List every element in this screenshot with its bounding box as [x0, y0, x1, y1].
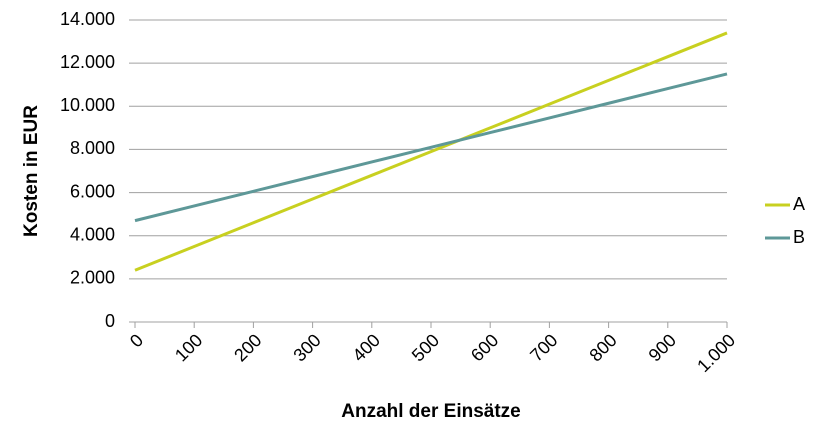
y-tick-label: 12.000: [60, 52, 115, 72]
y-tick-label: 10.000: [60, 95, 115, 115]
y-tick-label: 8.000: [70, 138, 115, 158]
y-tick-label: 4.000: [70, 224, 115, 244]
x-axis-title: Anzahl der Einsätze: [341, 401, 521, 422]
y-tick-label: 6.000: [70, 181, 115, 201]
x-tick-label: 400: [349, 330, 384, 365]
x-tick-label: 500: [408, 330, 443, 365]
y-tick-label: 14.000: [60, 9, 115, 29]
x-tick-label: 200: [230, 330, 265, 365]
y-axis-title: Kosten in EUR: [21, 105, 42, 237]
x-tick-label: 900: [645, 330, 680, 365]
x-tick-label: 600: [467, 330, 502, 365]
x-tick-label: 800: [585, 330, 620, 365]
y-tick-label: 2.000: [70, 268, 115, 288]
x-tick-label: 0: [126, 330, 147, 351]
x-tick-label: 300: [289, 330, 324, 365]
x-tick-label: 700: [526, 330, 561, 365]
x-tick-label: 100: [171, 330, 206, 365]
legend-label: A: [793, 194, 805, 214]
series-line: [134, 31, 728, 272]
legend-label: B: [793, 227, 805, 247]
series-line: [134, 72, 728, 223]
x-tick-label: 1.000: [693, 330, 739, 376]
y-tick-label: 0: [105, 311, 115, 331]
